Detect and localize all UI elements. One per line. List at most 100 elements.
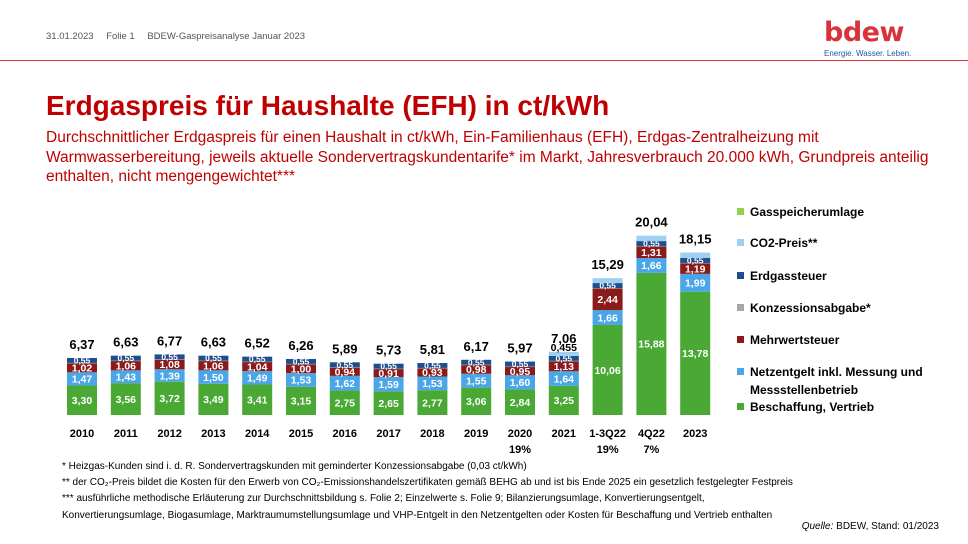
bar-label-erdgassteuer-2021: 0,55: [556, 353, 573, 363]
bar-segment-erdgassteuer-2011: [110, 355, 141, 361]
bar-label-netzentgelt-inkl-messung-und-messstellenbetrieb-2014: 1,49: [247, 373, 268, 385]
total-label-2013: 6,63: [201, 335, 226, 350]
bar-segment-beschaffung-vertrieb-2010: [67, 385, 97, 415]
footnotes: * Heizgas-Kunden sind i. d. R. Sonderver…: [62, 459, 793, 524]
bar-label-erdgassteuer-2012: 0,55: [161, 352, 178, 362]
bar-segment-mehrwertsteuer-2021: [548, 361, 579, 372]
bar-segment-mehrwertsteuer-2010: [67, 363, 97, 373]
category-label-2023: 2023: [683, 428, 707, 440]
bar-label-beschaffung-vertrieb-2021: 3,25: [554, 395, 575, 407]
bar-label-erdgassteuer-2018: 0,55: [424, 361, 441, 371]
bar-segment-mehrwertsteuer-1-3q22: [592, 288, 623, 311]
bar-label-erdgassteuer-2014: 0,55: [249, 354, 266, 364]
stacked-bar-chart: 3,301,471,020,556,3720103,561,431,060,55…: [67, 205, 923, 456]
category-note-4q22: 7%: [643, 444, 659, 456]
bar-label-netzentgelt-inkl-messung-und-messstellenbetrieb-2016: 1,62: [335, 378, 356, 390]
bar-segment-konzessionsabgabe-4q22: [636, 246, 667, 247]
bar-label-beschaffung-vertrieb-2010: 3,30: [72, 395, 93, 407]
category-label-2020: 2020: [508, 428, 532, 440]
bar-label-beschaffung-vertrieb-2023: 13,78: [682, 348, 708, 360]
bar-segment-co2-preis-2021: [548, 351, 579, 356]
total-label-2023: 18,15: [679, 232, 712, 247]
legend-swatch-co2-preis: [737, 239, 744, 246]
bar-segment-erdgassteuer-2019: [461, 359, 492, 365]
bar-segment-netzentgelt-inkl-messung-und-messstellenbetrieb-1-3q22: [592, 310, 623, 325]
bar-label-mehrwertsteuer-2023: 1,19: [685, 263, 706, 275]
total-label-2019: 6,17: [464, 339, 489, 354]
category-label-2012: 2012: [157, 428, 181, 440]
bar-segment-mehrwertsteuer-2019: [461, 364, 492, 374]
bar-segment-netzentgelt-inkl-messung-und-messstellenbetrieb-4q22: [636, 258, 667, 273]
bar-label-netzentgelt-inkl-messung-und-messstellenbetrieb-2017: 1,59: [378, 379, 399, 391]
bar-label-netzentgelt-inkl-messung-und-messstellenbetrieb-4q22: 1,66: [641, 260, 662, 272]
bar-label-mehrwertsteuer-2019: 0,98: [466, 364, 487, 376]
bar-label-netzentgelt-inkl-messung-und-messstellenbetrieb-1-3q22: 1,66: [597, 312, 618, 324]
category-label-4q22: 4Q22: [638, 428, 665, 440]
total-label-2021: 7,06: [551, 331, 576, 346]
bar-label-mehrwertsteuer-4q22: 1,31: [641, 247, 662, 259]
category-label-2015: 2015: [289, 428, 313, 440]
bar-segment-konzessionsabgabe-2021: [548, 360, 579, 362]
bar-segment-mehrwertsteuer-2018: [417, 368, 448, 377]
total-label-1-3q22: 15,29: [591, 257, 624, 272]
bar-segment-beschaffung-vertrieb-2015: [286, 386, 316, 415]
bar-label-mehrwertsteuer-2021: 1,13: [554, 361, 575, 373]
bar-label-netzentgelt-inkl-messung-und-messstellenbetrieb-2023: 1,99: [685, 278, 706, 290]
bar-label-erdgassteuer-2011: 0,55: [118, 353, 135, 363]
bar-label-beschaffung-vertrieb-2017: 2,65: [378, 398, 399, 410]
legend-swatch-netzentgelt-inkl-messung-und-messstellenbetrieb: [737, 368, 744, 375]
legend-label-co2-preis: CO2-Preis**: [750, 236, 818, 250]
total-label-2011: 6,63: [113, 335, 138, 350]
bar-label-beschaffung-vertrieb-2012: 3,72: [159, 393, 180, 405]
bar-segment-netzentgelt-inkl-messung-und-messstellenbetrieb-2011: [110, 370, 141, 384]
bar-label-beschaffung-vertrieb-2018: 2,77: [422, 397, 443, 409]
bar-label-netzentgelt-inkl-messung-und-messstellenbetrieb-2019: 1,55: [466, 375, 487, 387]
total-label-4q22: 20,04: [635, 215, 668, 230]
bar-segment-konzessionsabgabe-2023: [680, 262, 711, 264]
bar-segment-konzessionsabgabe-2014: [242, 361, 273, 363]
bar-segment-beschaffung-vertrieb-2013: [198, 383, 229, 415]
header-date: 31.01.2023: [46, 31, 94, 42]
bar-label-mehrwertsteuer-2018: 0,93: [422, 367, 443, 379]
bar-segment-netzentgelt-inkl-messung-und-messstellenbetrieb-2010: [67, 372, 97, 386]
bar-label-mehrwertsteuer-2011: 1,06: [116, 360, 137, 372]
bar-segment-konzessionsabgabe-2016: [329, 367, 360, 368]
bar-segment-netzentgelt-inkl-messung-und-messstellenbetrieb-2020: [505, 375, 535, 390]
bar-segment-erdgassteuer-2018: [417, 363, 448, 368]
bar-segment-mehrwertsteuer-2013: [198, 360, 229, 371]
bar-label-netzentgelt-inkl-messung-und-messstellenbetrieb-2015: 1,53: [291, 375, 312, 387]
bar-segment-erdgassteuer-2020: [505, 361, 535, 367]
bar-segment-konzessionsabgabe-2020: [505, 366, 535, 368]
bar-label-mehrwertsteuer-2014: 1,04: [247, 361, 268, 373]
total-label-2018: 5,81: [420, 342, 445, 357]
bar-label-erdgassteuer-2013: 0,55: [205, 353, 222, 363]
bar-segment-erdgassteuer-2012: [154, 354, 185, 360]
bar-label-mehrwertsteuer-1-3q22: 2,44: [597, 294, 618, 306]
bar-segment-erdgassteuer-2016: [329, 362, 360, 368]
bar-segment-konzessionsabgabe-2010: [67, 362, 97, 364]
bar-segment-beschaffung-vertrieb-2021: [548, 385, 579, 415]
bar-label-mehrwertsteuer-2017: 0,91: [378, 368, 399, 380]
bar-label-beschaffung-vertrieb-2011: 3,56: [116, 394, 137, 406]
bar-segment-konzessionsabgabe-2018: [417, 367, 448, 369]
footnote-2: ** der CO₂-Preis bildet die Kosten für d…: [62, 477, 793, 489]
category-label-2013: 2013: [201, 428, 225, 440]
header-meta: 31.01.2023 Folie 1 BDEW-Gaspreisanalyse …: [46, 31, 315, 42]
bar-segment-mehrwertsteuer-2012: [154, 359, 185, 370]
bar-segment-netzentgelt-inkl-messung-und-messstellenbetrieb-2015: [286, 373, 316, 387]
category-note-2020: 19%: [509, 444, 531, 456]
bar-segment-erdgassteuer-2010: [67, 357, 97, 363]
category-label-1-3q22: 1-3Q22: [589, 428, 626, 440]
bar-label-erdgassteuer-4q22: 0,55: [643, 239, 660, 249]
bar-segment-erdgassteuer-2023: [680, 258, 711, 263]
bar-segment-konzessionsabgabe-1-3q22: [592, 287, 623, 289]
bar-segment-beschaffung-vertrieb-2011: [110, 383, 141, 415]
bar-label-erdgassteuer-2019: 0,55: [468, 357, 485, 367]
legend-label-mehrwertsteuer: Mehrwertsteuer: [750, 333, 840, 347]
bar-label-erdgassteuer-1-3q22: 0,55: [599, 281, 616, 291]
category-label-2019: 2019: [464, 428, 488, 440]
bar-segment-beschaffung-vertrieb-4q22: [636, 272, 667, 415]
bar-label-erdgassteuer-2015: 0,55: [293, 356, 310, 366]
bar-segment-konzessionsabgabe-2017: [373, 368, 404, 370]
category-label-2021: 2021: [552, 428, 576, 440]
